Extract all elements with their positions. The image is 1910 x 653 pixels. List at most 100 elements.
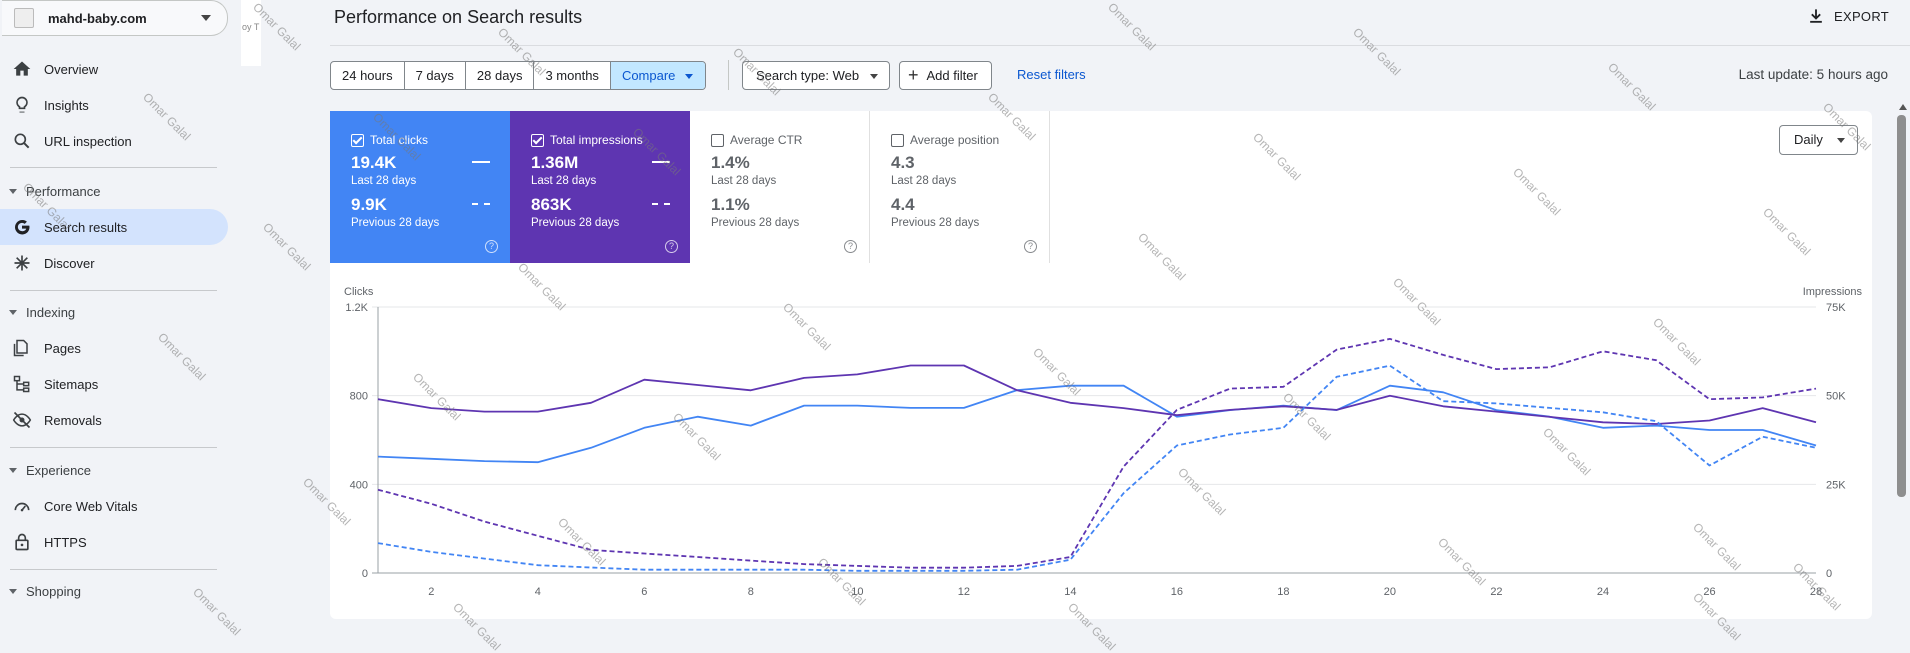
scroll-up-arrow-icon[interactable] (1899, 104, 1907, 110)
sidebar: mahd-baby.com Overview Insights URL insp… (0, 0, 232, 623)
checkbox-checked-icon[interactable] (351, 133, 364, 147)
metric-label: Total impressions (550, 133, 643, 147)
add-filter-label: Add filter (926, 68, 978, 83)
watermark-text: Omar Galal (1350, 25, 1404, 79)
sidebar-item-label: Sitemaps (44, 376, 99, 392)
collapse-arrow-icon (9, 309, 17, 315)
sidebar-item-insights[interactable]: Insights (0, 87, 228, 123)
x-tick-label: 2 (428, 586, 434, 598)
sidebar-item-url-inspection[interactable]: URL inspection (0, 123, 228, 159)
sidebar-item-removals[interactable]: Removals (0, 402, 228, 438)
watermark-text: Omar Galal (260, 220, 314, 274)
sidebar-item-sitemaps[interactable]: Sitemaps (0, 366, 228, 402)
checkbox-unchecked-icon[interactable] (891, 133, 904, 147)
divider (10, 290, 217, 291)
dashed-line-legend-icon (472, 203, 490, 205)
search-type-dropdown[interactable]: Search type: Web (742, 61, 891, 90)
export-button[interactable]: EXPORT (1806, 6, 1889, 26)
date-range-selector: 24 hours 7 days 28 days 3 months Compare (330, 61, 707, 90)
sidebar-item-pages[interactable]: Pages (0, 330, 228, 366)
collapse-arrow-icon (9, 588, 17, 594)
help-icon[interactable]: ? (665, 240, 678, 253)
reset-filters-link[interactable]: Reset filters (1017, 67, 1086, 82)
metric-previous-period: Previous 28 days (711, 217, 800, 229)
checkbox-checked-icon[interactable] (531, 133, 544, 147)
property-selector[interactable]: mahd-baby.com (2, 0, 228, 36)
sidebar-item-overview[interactable]: Overview (0, 51, 228, 87)
series-line-total-impressions (377, 364, 1817, 425)
series-line-total-clicks-previous (377, 364, 1817, 572)
x-tick-label: 28 (1810, 586, 1822, 598)
x-tick-label: 24 (1597, 586, 1609, 598)
filter-separator (728, 60, 729, 90)
compare-dropdown[interactable]: Compare (610, 62, 706, 89)
metric-previous-period: Previous 28 days (891, 217, 980, 229)
sidebar-item-label: Core Web Vitals (44, 498, 138, 514)
metric-previous-value: 1.1% (711, 195, 750, 214)
date-range-7-days[interactable]: 7 days (405, 62, 466, 89)
property-name: mahd-baby.com (48, 10, 147, 26)
sidebar-item-label: Discover (44, 255, 95, 271)
page-title: Performance on Search results (334, 7, 583, 27)
section-label: Shopping (26, 583, 81, 599)
chart-grid (372, 306, 1816, 574)
x-tick-label: 14 (1064, 586, 1076, 598)
help-icon[interactable]: ? (844, 240, 857, 253)
metric-card-average-position[interactable]: Average position 4.3 Last 28 days 4.4 Pr… (870, 111, 1050, 263)
metric-current-period: Last 28 days (351, 175, 417, 187)
metric-previous-value: 9.9K (351, 195, 387, 214)
section-indexing[interactable]: Indexing (0, 299, 75, 325)
metric-current-value: 19.4K (351, 153, 397, 172)
sidebar-item-search-results[interactable]: Search results (0, 209, 228, 245)
metric-previous-period: Previous 28 days (351, 217, 440, 229)
section-experience[interactable]: Experience (0, 457, 91, 483)
y-tick-label: 1.2K (345, 302, 368, 314)
sidebar-item-discover[interactable]: Discover (0, 245, 228, 281)
export-label: EXPORT (1834, 8, 1890, 24)
checkbox-unchecked-icon[interactable] (711, 133, 724, 147)
metric-label: Total clicks (370, 133, 429, 147)
sidebar-item-core-web-vitals[interactable]: Core Web Vitals (0, 488, 228, 524)
metric-card-total-clicks[interactable]: Total clicks 19.4K Last 28 days 9.9K Pre… (330, 111, 510, 263)
date-range-3-months[interactable]: 3 months (534, 62, 611, 89)
pages-icon (12, 338, 32, 358)
performance-chart: Clicks Impressions 0 0 400 25K 800 50K 1.2K 75K… (344, 286, 1863, 598)
date-range-28-days[interactable]: 28 days (466, 62, 535, 89)
x-tick-label: 8 (748, 586, 754, 598)
help-icon[interactable]: ? (1024, 240, 1037, 253)
section-label: Performance (26, 183, 101, 199)
chart-series (377, 338, 1817, 572)
section-shopping[interactable]: Shopping (0, 578, 81, 604)
date-range-24-hours[interactable]: 24 hours (331, 62, 405, 89)
metric-card-average-ctr[interactable]: Average CTR 1.4% Last 28 days 1.1% Previ… (690, 111, 870, 263)
section-label: Indexing (26, 304, 76, 320)
y-axis-title-clicks: Clicks (344, 286, 374, 298)
metric-card-total-impressions[interactable]: Total impressions 1.36M Last 28 days 863… (510, 111, 690, 263)
granularity-dropdown[interactable]: Daily (1779, 125, 1858, 155)
section-performance[interactable]: Performance (0, 178, 100, 204)
x-tick-label: 26 (1703, 586, 1715, 598)
x-axis-ticks: 2 4 6 8 10 12 14 16 18 20 22 24 26 28 (428, 586, 1822, 598)
home-icon (12, 59, 32, 79)
sitemap-icon (12, 374, 32, 394)
sidebar-item-label: URL inspection (44, 133, 132, 149)
chevron-down-icon (201, 15, 211, 21)
metric-previous-value: 4.4 (891, 195, 915, 214)
header-divider (330, 45, 1910, 46)
add-filter-button[interactable]: + Add filter (899, 61, 992, 90)
side-strip: oy T (241, 0, 261, 66)
metric-label: Average CTR (730, 133, 803, 147)
sidebar-item-label: Search results (44, 219, 128, 235)
asterisk-icon (12, 253, 32, 273)
solid-line-legend-icon (472, 161, 490, 163)
sidebar-item-label: HTTPS (44, 534, 87, 550)
series-line-total-impressions-previous (377, 338, 1817, 569)
scrollbar-thumb[interactable] (1897, 115, 1906, 497)
sidebar-item-https[interactable]: HTTPS (0, 524, 228, 560)
metric-current-period: Last 28 days (531, 175, 597, 187)
x-tick-label: 4 (535, 586, 541, 598)
y2-tick-label: 0 (1826, 568, 1832, 580)
divider (10, 447, 217, 448)
help-icon[interactable]: ? (485, 240, 498, 253)
divider (10, 167, 217, 168)
